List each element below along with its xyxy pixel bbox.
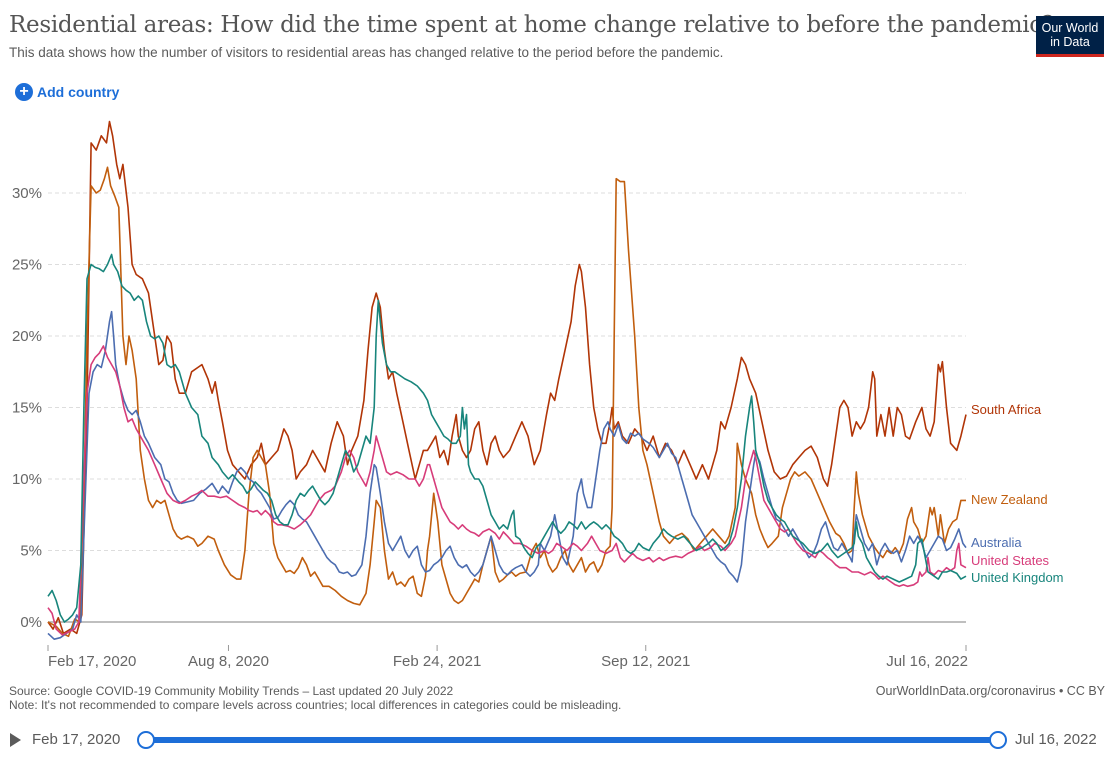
- series-line-australia: [47, 310, 967, 640]
- series-lines: [47, 120, 967, 640]
- disclaimer-note: Note: It's not recommended to compare le…: [9, 698, 622, 712]
- series-line-united-kingdom: [47, 253, 967, 623]
- attribution-link[interactable]: OurWorldInData.org/coronavirus • CC BY: [875, 684, 1105, 698]
- series-label-new-zealand: New Zealand: [971, 492, 1048, 507]
- add-country-label: Add country: [37, 84, 120, 100]
- chart-subtitle: This data shows how the number of visito…: [9, 45, 724, 60]
- series-labels: South Africa New Zealand Australia United S…: [971, 402, 1064, 585]
- series-line-united-states: [47, 345, 967, 636]
- x-tick-label: Jul 16, 2022: [886, 653, 968, 670]
- x-tick-label: Aug 8, 2020: [188, 653, 269, 670]
- y-axis-ticks: 0% 5% 10% 15% 20% 25% 30%: [12, 185, 42, 631]
- timeline-slider[interactable]: Feb 17, 2020 Jul 16, 2022: [10, 728, 1110, 754]
- series-label-united-kingdom: United Kingdom: [971, 570, 1064, 585]
- y-tick-label: 20%: [12, 328, 42, 345]
- series-line-south-africa: [47, 120, 967, 635]
- line-chart: 0% 5% 10% 15% 20% 25% 30% Feb 17, 2020 Aug 8, 2…: [12, 120, 1064, 670]
- series-label-united-states: United States: [971, 553, 1050, 568]
- y-tick-label: 10%: [12, 471, 42, 488]
- series-label-south-africa: South Africa: [971, 402, 1042, 417]
- y-tick-label: 15%: [12, 400, 42, 417]
- x-tick-label: Sep 12, 2021: [601, 653, 690, 670]
- x-tick-label: Feb 17, 2020: [48, 653, 136, 670]
- grid-lines: [48, 192, 966, 623]
- timeline-track[interactable]: [146, 737, 998, 743]
- x-axis-ticks: Feb 17, 2020 Aug 8, 2020 Feb 24, 2021 Sep 1…: [47, 645, 968, 670]
- y-tick-label: 5%: [20, 543, 42, 560]
- series-line-new-zealand: [47, 166, 966, 638]
- chart-title: Residential areas: How did the time spen…: [9, 12, 1054, 38]
- timeline-start-label: Feb 17, 2020: [32, 731, 121, 748]
- series-label-australia: Australia: [971, 535, 1022, 550]
- y-tick-label: 30%: [12, 185, 42, 202]
- logo-line-1: Our World: [1041, 21, 1099, 35]
- timeline-start-handle[interactable]: [137, 731, 155, 749]
- timeline-end-label: Jul 16, 2022: [1015, 731, 1097, 748]
- add-country-button[interactable]: + Add country: [15, 83, 119, 101]
- logo-line-2: in Data: [1050, 35, 1090, 49]
- timeline-end-handle[interactable]: [989, 731, 1007, 749]
- source-note: Source: Google COVID-19 Community Mobili…: [9, 684, 454, 698]
- plus-circle-icon: +: [15, 83, 33, 101]
- owid-logo[interactable]: Our World in Data: [1036, 16, 1104, 57]
- play-icon[interactable]: [10, 733, 21, 747]
- y-tick-label: 0%: [20, 614, 42, 631]
- x-tick-label: Feb 24, 2021: [393, 653, 481, 670]
- y-tick-label: 25%: [12, 257, 42, 274]
